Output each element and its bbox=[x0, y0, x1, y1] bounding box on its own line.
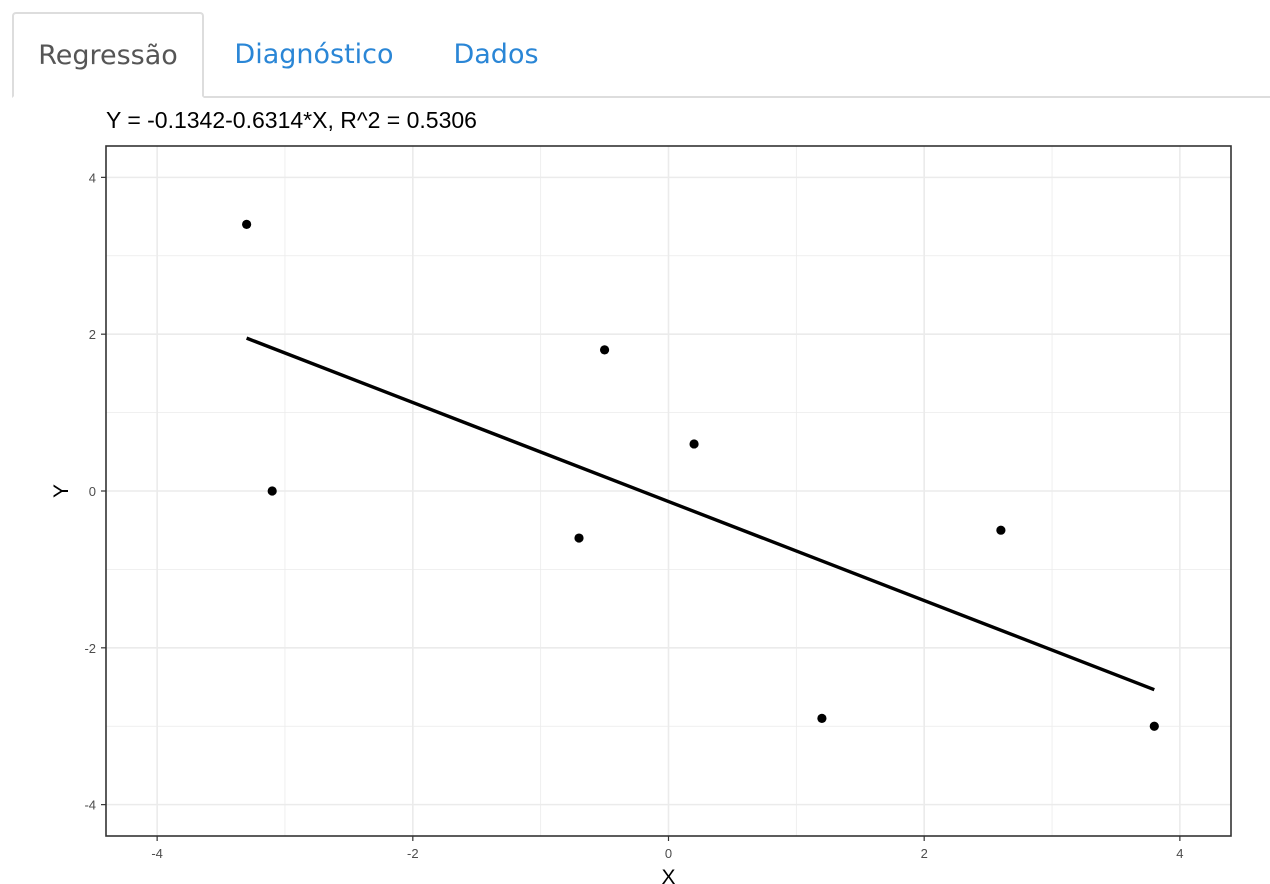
data-point bbox=[242, 219, 252, 230]
tab-bar: Regressão Diagnóstico Dados bbox=[12, 12, 1270, 98]
y-tick-label: -4 bbox=[84, 798, 96, 813]
regression-plot: Y = -0.1342-0.6314*X, R^2 = 0.5306 -4 -2 0… bbox=[50, 107, 1232, 884]
data-point bbox=[599, 345, 610, 355]
data-point bbox=[1149, 721, 1159, 731]
data-point bbox=[996, 525, 1006, 535]
tab-diagnostico[interactable]: Diagnóstico bbox=[234, 38, 394, 70]
grid-major bbox=[106, 146, 1231, 836]
tab-regressao[interactable]: Regressão bbox=[12, 12, 204, 98]
regression-line bbox=[246, 336, 1155, 692]
data-point bbox=[817, 713, 827, 723]
y-tick-label: 0 bbox=[89, 484, 96, 499]
data-point bbox=[574, 533, 584, 543]
data-point bbox=[689, 439, 699, 449]
chart-title: Y = -0.1342-0.6314*X, R^2 = 0.5306 bbox=[106, 107, 477, 133]
tab-dados[interactable]: Dados bbox=[453, 38, 539, 70]
x-axis-ticks: -4 -2 0 2 4 bbox=[151, 836, 1183, 861]
fit-line-layer bbox=[246, 336, 1155, 692]
y-tick-label: 2 bbox=[89, 327, 96, 342]
points-layer bbox=[242, 219, 1159, 731]
tab-bar-divider bbox=[12, 96, 1270, 98]
y-tick-label: -2 bbox=[84, 641, 96, 656]
x-tick-label: -2 bbox=[407, 846, 419, 861]
data-point bbox=[267, 486, 277, 496]
y-axis-title: Y bbox=[50, 484, 73, 498]
y-tick-label: 4 bbox=[89, 170, 96, 185]
x-tick-label: 0 bbox=[665, 846, 672, 861]
x-tick-label: 4 bbox=[1176, 846, 1183, 861]
x-tick-label: 2 bbox=[921, 846, 928, 861]
x-axis-title: X bbox=[661, 866, 675, 884]
x-tick-label: -4 bbox=[151, 846, 163, 861]
y-axis-ticks: -4 -2 0 2 4 bbox=[84, 170, 106, 813]
